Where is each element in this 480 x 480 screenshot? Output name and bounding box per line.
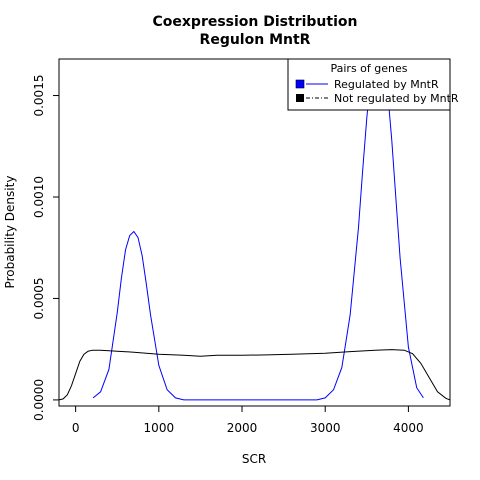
y-tick-label: 0.0005 <box>32 277 46 319</box>
y-tick-label: 0.0000 <box>32 379 46 421</box>
x-tick-label: 2000 <box>227 421 258 435</box>
legend-swatch-regulated <box>295 79 305 89</box>
legend-entry-regulated: Regulated by MntR <box>334 78 439 91</box>
legend-title: Pairs of genes <box>330 62 407 75</box>
legend-swatch-not-regulated <box>296 94 304 102</box>
y-axis: 0.0000 0.0005 0.0010 0.0015 <box>32 75 59 421</box>
x-tick-label: 3000 <box>310 421 341 435</box>
x-tick-label: 4000 <box>393 421 424 435</box>
x-tick-label: 0 <box>72 421 80 435</box>
series-line-not-regulated <box>59 349 450 401</box>
y-tick-label: 0.0015 <box>32 75 46 117</box>
x-tick-label: 1000 <box>144 421 175 435</box>
chart-title: Coexpression Distribution <box>153 14 358 30</box>
legend-entry-not-regulated: Not regulated by MntR <box>334 92 459 105</box>
x-axis-label: SCR <box>242 452 266 466</box>
legend: Pairs of genes Regulated by MntR Not reg… <box>287 58 459 111</box>
x-axis: 0 1000 2000 3000 4000 <box>72 406 424 435</box>
chart-subtitle: Regulon MntR <box>200 32 311 48</box>
y-tick-label: 0.0010 <box>32 176 46 218</box>
plot-frame <box>58 58 451 407</box>
y-axis-label: Probability Density <box>3 176 17 289</box>
